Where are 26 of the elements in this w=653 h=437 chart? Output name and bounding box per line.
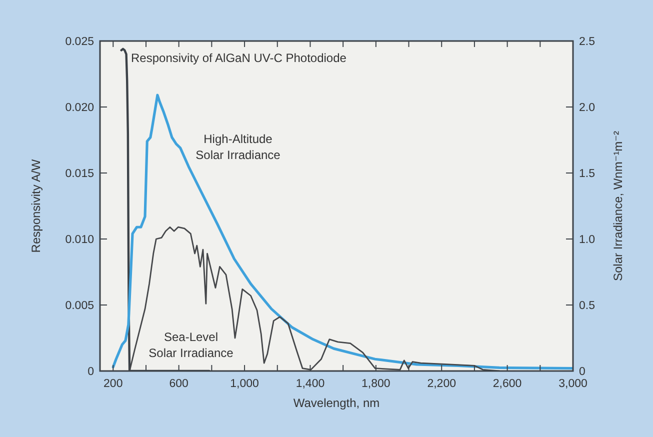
y2-tick-label: 2.5: [579, 36, 595, 48]
y-axis-title: Responsivity A/W: [29, 158, 43, 253]
series-label: Sea-Level Solar Irradiance: [148, 330, 234, 360]
y-tick-label: 0.010: [65, 234, 94, 246]
y2-tick-label: 1.5: [579, 168, 595, 180]
y2-tick-label: 1.0: [579, 234, 595, 246]
x-tick-label: 200: [104, 378, 123, 390]
y-tick-label: 0.020: [65, 102, 94, 114]
x-tick-label: 2,200: [427, 378, 456, 390]
x-tick-label: 600: [169, 378, 188, 390]
legend-label: Responsivity of AlGaN UV-C Photodiode: [131, 51, 347, 65]
x-axis-title: Wavelength, nm: [293, 396, 380, 410]
y-tick-label: 0.015: [65, 168, 94, 180]
y-tick-label: 0.025: [65, 36, 94, 48]
series-label: High-Altitude Solar Irradiance: [196, 132, 281, 162]
y2-tick-label: 0.5: [579, 300, 595, 312]
x-tick-label: 1,000: [230, 378, 259, 390]
y2-tick-label: 0: [579, 366, 586, 378]
y2-axis-title: Solar Irradiance, Wnm⁻¹m⁻²: [611, 130, 625, 282]
y2-tick-label: 2.0: [579, 102, 595, 114]
x-tick-label: 1,800: [362, 378, 390, 390]
x-tick-label: 3,000: [558, 378, 588, 390]
y-tick-label: 0: [88, 366, 94, 378]
x-tick-label: 1,400: [296, 378, 325, 390]
y-tick-label: 0.005: [65, 300, 94, 312]
x-tick-label: 2,600: [492, 378, 522, 390]
